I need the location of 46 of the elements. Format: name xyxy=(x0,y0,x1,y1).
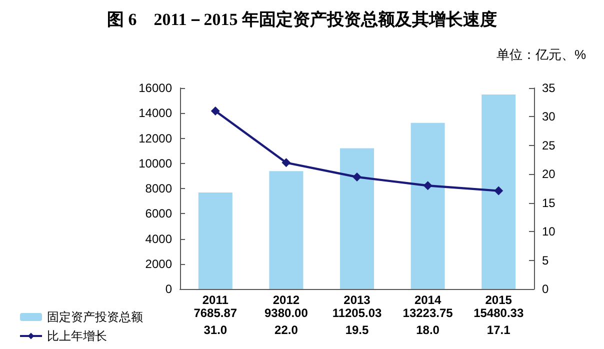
y2-tick-label: 35 xyxy=(542,81,556,95)
legend-label: 固定资产投资总额 xyxy=(47,310,143,324)
data-label: 13223.75 xyxy=(402,306,454,320)
data-label: 9380.00 xyxy=(264,306,308,320)
point xyxy=(423,181,432,190)
text: 单位：亿元、% xyxy=(496,47,586,62)
data-label: 18.0 xyxy=(416,323,440,337)
legend-label: 比上年增长 xyxy=(47,329,107,343)
point xyxy=(282,158,291,168)
data-label: 7685.87 xyxy=(194,306,238,320)
y2-tick-label: 25 xyxy=(542,138,556,152)
data-label: 19.5 xyxy=(345,323,369,337)
y2-tick-label: 5 xyxy=(542,253,549,268)
data-label: 17.1 xyxy=(486,323,511,337)
y-tick-label: 8000 xyxy=(145,182,172,196)
data-label: 31.0 xyxy=(204,323,228,337)
bar xyxy=(198,192,232,289)
chart-title: 图 6 2011－2015 年固定资产投资总额及其增长速度 xyxy=(106,10,498,29)
y-tick-label: 12000 xyxy=(138,131,172,146)
x-tick-label: 2014 xyxy=(414,293,442,307)
y-tick-label: 2000 xyxy=(145,256,172,271)
data-label: 15480.33 xyxy=(474,306,524,320)
data-label: 11205.03 xyxy=(332,306,382,320)
bar xyxy=(340,148,374,289)
y-tick-label: 0 xyxy=(165,282,172,296)
y2-tick-label: 0 xyxy=(542,282,549,296)
y2-tick-label: 30 xyxy=(542,110,556,124)
y-tick-label: 14000 xyxy=(138,106,172,120)
y-tick-label: 10000 xyxy=(138,156,172,170)
bar xyxy=(482,94,516,289)
x-tick-label: 2011 xyxy=(202,293,229,307)
point xyxy=(352,172,362,182)
y-tick-label: 6000 xyxy=(145,206,172,221)
bar xyxy=(410,122,445,289)
bar xyxy=(269,171,304,289)
y2-tick-label: 10 xyxy=(542,224,556,239)
x-tick-label: 2012 xyxy=(272,293,300,307)
data-label: 22.0 xyxy=(274,323,298,337)
y2-tick-label: 15 xyxy=(542,196,556,210)
point xyxy=(210,106,220,116)
y2-tick-label: 20 xyxy=(542,167,556,182)
point xyxy=(494,186,504,196)
y-tick-label: 4000 xyxy=(145,232,172,246)
x-tick-label: 2013 xyxy=(344,293,371,307)
x-tick-label: 2015 xyxy=(485,293,512,307)
y-tick-label: 16000 xyxy=(138,81,172,95)
